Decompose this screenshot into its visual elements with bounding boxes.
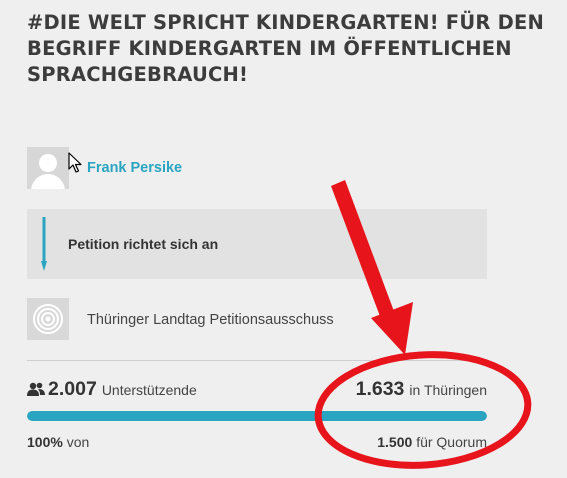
state-label: in Thüringen <box>409 382 487 398</box>
annotation-ellipse <box>314 351 532 469</box>
quorum-label: für Quorum <box>416 434 487 450</box>
arrow-down-icon <box>41 217 47 271</box>
user-silhouette-icon[interactable] <box>27 147 69 189</box>
supporters-count: 2.007 <box>48 378 97 400</box>
percent-text: 100% von <box>27 434 89 450</box>
petition-title: #DIE WELT SPRICHT KINDERGARTEN! FÜR DEN … <box>27 11 544 86</box>
mouse-pointer-icon <box>68 152 82 173</box>
recipient-org[interactable] <box>27 298 69 340</box>
recipient-org-name[interactable]: Thüringer Landtag Petitionsausschuss <box>87 312 334 328</box>
quorum-text: 1.500 für Quorum <box>377 434 487 450</box>
people-icon <box>27 382 45 396</box>
supporters-stat: 2.007 Unterstützende <box>27 378 197 401</box>
progress-fill <box>27 411 487 421</box>
author-block[interactable] <box>27 147 69 189</box>
percent-value: 100% <box>27 434 63 450</box>
divider <box>27 360 487 361</box>
author-name-link[interactable]: Frank Persike <box>87 160 183 176</box>
state-count: 1.633 <box>355 378 405 400</box>
supporters-label: Unterstützende <box>101 382 197 398</box>
progress-bar <box>27 411 487 421</box>
recipient-label: Petition richtet sich an <box>68 236 219 252</box>
percent-suffix: von <box>66 434 90 450</box>
concentric-circles-icon <box>27 298 69 340</box>
quorum-count: 1.500 <box>377 434 413 450</box>
recipient-box: Petition richtet sich an <box>27 209 487 279</box>
state-stat: 1.633 in Thüringen <box>356 378 487 401</box>
